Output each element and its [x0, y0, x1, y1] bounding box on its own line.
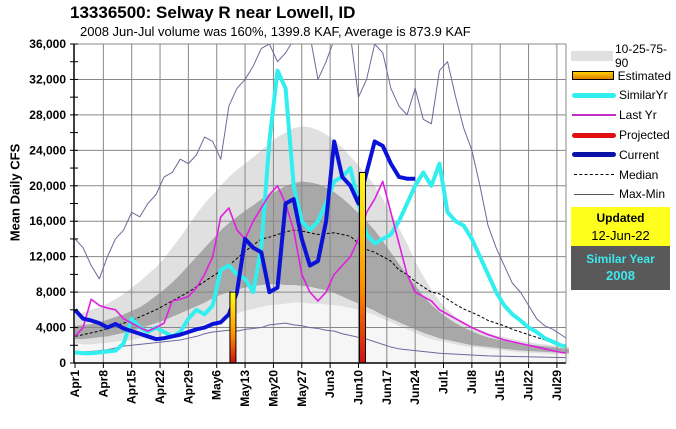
band-75-90 — [75, 126, 570, 349]
legend-item-lastyr: Last Yr — [571, 105, 671, 125]
x-tick-label: May27 — [295, 370, 309, 407]
chart-subtitle: 2008 Jun-Jul volume was 160%, 1399.8 KAF… — [80, 24, 471, 39]
band-0-10 — [75, 302, 570, 363]
legend-item-median: Median — [571, 165, 671, 185]
updated-box: Updated 12-Jun-22 — [571, 207, 670, 246]
min-line — [74, 322, 566, 359]
legend-item-similar: SimilarYr — [571, 86, 671, 106]
legend-item-current: Current — [571, 145, 671, 165]
x-tick-label: Jul22 — [522, 370, 536, 401]
estimated-swatch-icon — [571, 69, 616, 83]
x-tick-label: Jul8 — [465, 370, 479, 394]
legend-label: Max-Min — [619, 187, 666, 202]
similar-year-line — [74, 68, 566, 356]
legend-label: Median — [619, 167, 659, 182]
y-tick-label: 32,000 — [29, 72, 66, 86]
legend-label: SimilarYr — [619, 88, 668, 103]
x-tick-label: Apr8 — [96, 370, 110, 398]
maxmin-line-icon — [571, 187, 617, 201]
median-line-icon — [571, 168, 617, 182]
y-tick-label: 12,000 — [29, 250, 66, 264]
y-tick-label: 16,000 — [29, 214, 66, 228]
y-tick-label: 4,000 — [36, 321, 66, 335]
x-tick-label: May6 — [210, 370, 224, 400]
similar-year-value: 2008 — [606, 268, 635, 283]
y-tick-label: 36,000 — [29, 37, 66, 51]
last-year-line — [74, 180, 566, 354]
current-line-icon — [571, 148, 617, 162]
x-tick-label: May20 — [266, 370, 280, 407]
x-tick-label: Apr15 — [125, 370, 139, 404]
legend-item-maxmin: Max-Min — [571, 185, 671, 205]
y-tick-label: 8,000 — [36, 285, 66, 299]
x-tick-label: Jun24 — [408, 370, 422, 405]
x-tick-label: Apr1 — [68, 370, 82, 398]
legend-label: Estimated — [617, 68, 671, 83]
legend: 10-25-75-90 Estimated SimilarYr Last Yr … — [571, 42, 671, 205]
legend-item-projected: Projected — [571, 125, 671, 145]
estimated-bar — [229, 291, 237, 364]
similar-year-label: Similar Year — [586, 252, 655, 266]
x-tick-label: Jul29 — [550, 370, 564, 401]
series-group — [74, 44, 566, 359]
y-tick-label: 28,000 — [29, 108, 66, 122]
band-swatch-icon — [571, 49, 613, 63]
updated-label: Updated — [596, 211, 645, 225]
x-tick-label: Jun3 — [323, 370, 337, 398]
y-tick-label: 20,000 — [29, 179, 66, 193]
projected-line-icon — [571, 128, 617, 142]
band-25-75 — [75, 181, 570, 354]
x-tick-label: Jun10 — [351, 370, 365, 405]
x-tick-label: Jun17 — [380, 370, 394, 405]
current-line — [74, 139, 416, 342]
x-tick-label: Apr29 — [181, 370, 195, 404]
similar-year-box: Similar Year 2008 — [571, 246, 670, 290]
lastyr-line-icon — [571, 108, 617, 122]
legend-label: Current — [619, 147, 660, 162]
legend-label: Last Yr — [619, 108, 657, 123]
estimated-bar — [359, 171, 367, 364]
legend-item-estimated: Estimated — [571, 66, 671, 86]
legend-label: Projected — [619, 128, 670, 143]
x-tick-label: Jul1 — [437, 370, 451, 394]
y-tick-label: 0 — [59, 356, 66, 370]
y-tick-label: 24,000 — [29, 143, 66, 157]
x-tick-label: Apr22 — [153, 370, 167, 404]
similar-line-icon — [571, 88, 617, 102]
x-tick-label: May13 — [238, 370, 252, 407]
legend-label: 10-25-75-90 — [615, 41, 668, 70]
updated-date: 12-Jun-22 — [591, 228, 650, 243]
band-10-25 — [75, 284, 570, 355]
chart-title: 13336500: Selway R near Lowell, ID — [70, 3, 356, 22]
max-line — [74, 44, 566, 339]
legend-item-bands: 10-25-75-90 — [571, 42, 671, 70]
x-tick-label: Jul15 — [493, 370, 507, 401]
